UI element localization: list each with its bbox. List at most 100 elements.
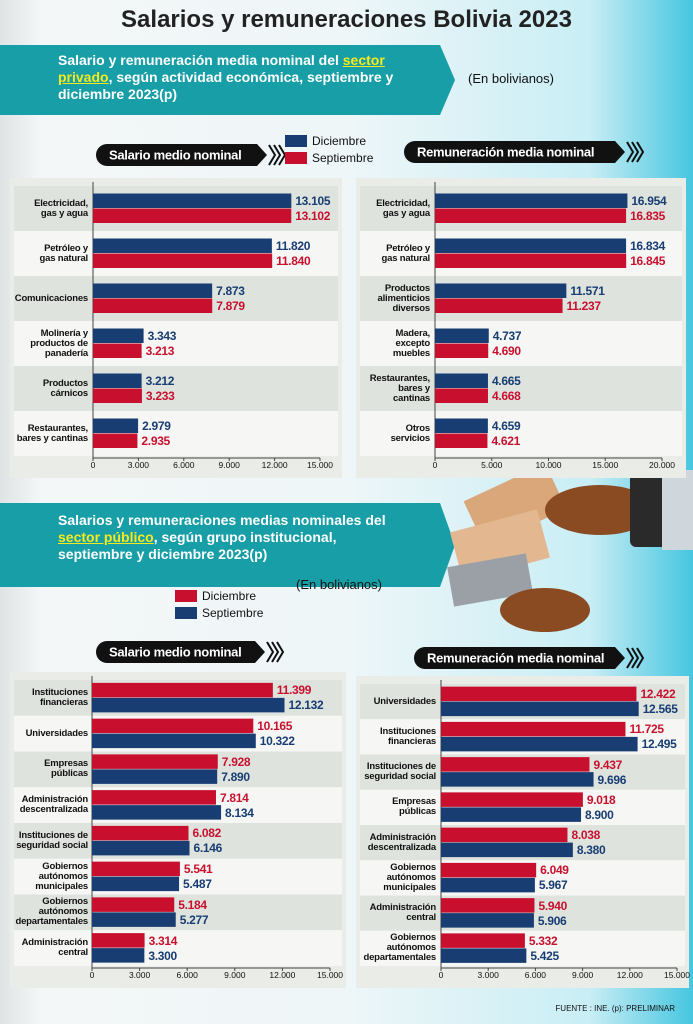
value-label: 3.300 (148, 948, 177, 963)
chevron (626, 647, 635, 669)
bar (93, 283, 213, 298)
chevron (273, 144, 282, 166)
heading-text: Salarios y remuneraciones medias nominal… (58, 512, 386, 528)
bar (435, 328, 489, 343)
category-label: Instituciones de seguridad social (16, 829, 88, 851)
chevron (268, 144, 277, 166)
legend-label: Septiembre (312, 151, 374, 165)
category-label: Comunicaciones (14, 292, 88, 304)
x-tick-label: 9.000 (571, 970, 594, 980)
row-band (14, 321, 338, 366)
chart-title: Salario medio nominal (109, 644, 242, 660)
value-label: 12.132 (288, 698, 324, 713)
bar (441, 701, 639, 717)
value-label: 8.038 (571, 828, 600, 843)
chart-title: Salario medio nominal (109, 147, 242, 163)
x-tick-label: 12.000 (616, 970, 643, 980)
category-label: Otros servicios (390, 422, 431, 444)
category-label: Universidades (373, 695, 437, 707)
category-label: Instituciones financieras (380, 725, 436, 747)
bar (93, 388, 142, 403)
value-label: 6.146 (193, 841, 223, 856)
category-label: Empresas públicas (392, 796, 436, 818)
value-label: 5.425 (530, 948, 559, 963)
x-tick-label: 0 (89, 970, 95, 980)
page-title: Salarios y remuneraciones Bolivia 2023 (121, 6, 572, 33)
row-band (360, 321, 682, 366)
value-label: 16.954 (631, 194, 667, 208)
chevron (636, 141, 645, 163)
bar (441, 827, 568, 843)
bar (93, 208, 292, 223)
value-label: 3.213 (145, 344, 175, 358)
bar (441, 721, 626, 737)
category-label: Electricidad, gas y agua (34, 197, 88, 219)
banner (0, 503, 455, 587)
category-label: Restaurantes, bares y cantinas (369, 372, 430, 404)
chevron (631, 647, 640, 669)
row-band (14, 411, 338, 456)
value-label: 11.237 (566, 299, 602, 313)
title-pill (96, 641, 265, 663)
value-label: 10.322 (259, 734, 295, 749)
value-label: 12.422 (640, 687, 676, 702)
bar (435, 433, 488, 448)
row-band (360, 411, 682, 456)
value-label: 4.668 (491, 389, 521, 403)
bar (441, 792, 583, 807)
value-label: 7.814 (219, 790, 249, 805)
unit-note: (En bolivianos) (468, 71, 554, 86)
bar (92, 825, 189, 841)
heading-text: , según actividad económica, septiembre … (58, 69, 394, 102)
x-tick-label: 9.000 (224, 970, 246, 980)
bar (441, 686, 637, 702)
banner (0, 45, 455, 115)
value-label: 8.134 (225, 805, 254, 820)
x-tick-label: 0 (90, 460, 96, 470)
bar (441, 842, 573, 858)
category-label: Empresas públicas (44, 758, 88, 780)
category-label: Instituciones financieras (32, 686, 88, 708)
category-label: Administración descentralizada (367, 831, 436, 853)
bar (92, 948, 145, 963)
value-label: 6.082 (192, 826, 222, 841)
bar (93, 238, 272, 253)
bar (92, 790, 216, 805)
legend-swatch (175, 607, 197, 619)
x-tick-label: 0 (438, 970, 444, 980)
legend-label: Diciembre (312, 134, 367, 148)
x-tick-label: 10.000 (535, 460, 562, 470)
section-heading: Salario y remuneración media nominal del… (58, 52, 398, 103)
value-label: 11.399 (276, 683, 312, 698)
bar (435, 418, 488, 433)
x-tick-label: 12.000 (261, 460, 288, 470)
value-label: 3.212 (145, 374, 175, 388)
value-label: 5.332 (528, 933, 558, 948)
x-tick-label: 20.000 (649, 460, 675, 470)
value-label: 12.565 (642, 702, 678, 717)
bar (441, 877, 535, 893)
bar (441, 736, 638, 752)
value-label: 8.900 (585, 807, 614, 822)
bar (92, 861, 180, 877)
value-label: 7.890 (221, 769, 250, 784)
value-label: 7.928 (221, 754, 251, 769)
bar (92, 805, 222, 820)
bar (441, 948, 527, 963)
unit-note: (En bolivianos) (296, 577, 382, 592)
x-tick-label: 12.000 (269, 970, 296, 980)
bar (435, 193, 628, 208)
value-label: 2.979 (142, 419, 171, 433)
bar (441, 933, 525, 948)
bar (92, 769, 218, 784)
x-tick-label: 15.000 (307, 460, 333, 470)
row-band (14, 930, 342, 966)
category-label: Administración central (369, 902, 437, 924)
legend-label: Septiembre (202, 606, 264, 620)
x-tick-label: 15.000 (592, 460, 619, 470)
title-pill (404, 141, 625, 163)
category-label: Gobiernos autónomos municipales (383, 861, 436, 893)
category-label: Productos alimenticios diversos (377, 282, 430, 314)
